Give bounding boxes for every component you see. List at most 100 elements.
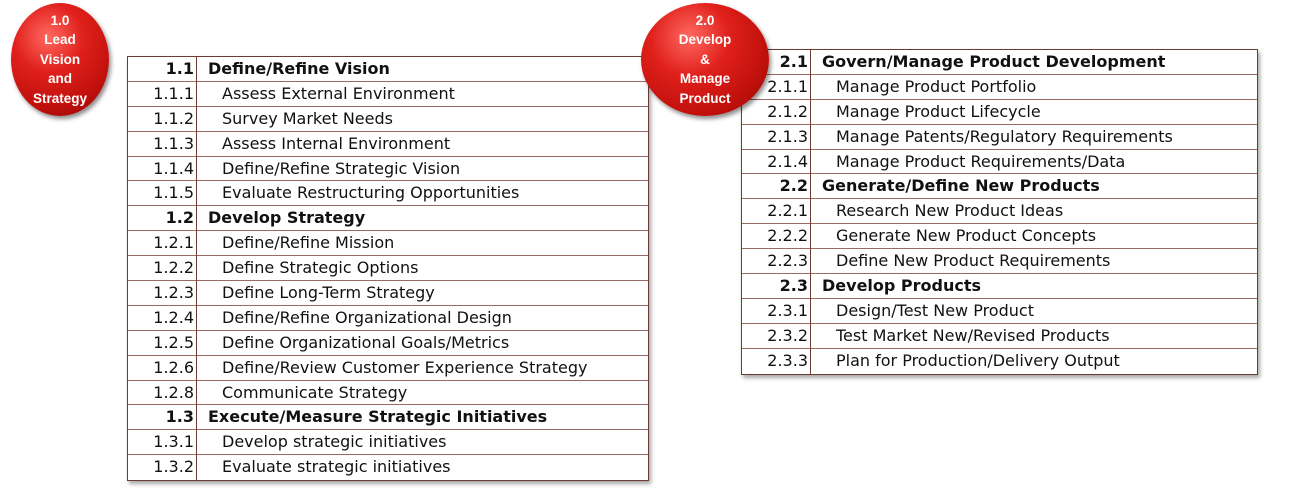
table-row: 2.1.3 Manage Patents/Regulatory Requireme… xyxy=(742,124,1257,150)
column-divider xyxy=(196,206,197,232)
row-label: Define/Review Customer Experience Strate… xyxy=(222,357,588,377)
table-row: 2.2.3 Define New Product Requirements xyxy=(742,249,1257,275)
column-divider xyxy=(196,455,197,482)
row-number: 1.1.2 xyxy=(153,108,194,128)
row-label: Assess External Environment xyxy=(222,83,455,103)
row-number: 1.1 xyxy=(165,59,194,78)
column-divider xyxy=(810,124,811,150)
row-label: Manage Patents/Regulatory Requirements xyxy=(836,126,1173,146)
row-label: Define/Refine Organizational Design xyxy=(222,307,512,327)
section-header-row: 2.1 Govern/Manage Product Development xyxy=(742,50,1257,75)
row-label: Evaluate strategic initiatives xyxy=(222,457,451,477)
row-label: Define/Refine Vision xyxy=(208,59,390,78)
row-label: Define/Refine Mission xyxy=(222,233,395,253)
column-divider xyxy=(196,256,197,282)
row-number: 2.3.1 xyxy=(767,300,808,320)
section-header-row: 1.3 Execute/Measure Strategic Initiatives xyxy=(128,405,648,431)
table-row: 1.1.2 Survey Market Needs xyxy=(128,106,648,132)
row-label: Generate/Define New Products xyxy=(822,176,1100,196)
column-divider xyxy=(196,156,197,182)
section-header-row: 1.1 Define/Refine Vision xyxy=(128,57,648,82)
row-number: 1.1.5 xyxy=(153,183,194,203)
column-divider xyxy=(196,355,197,381)
table-row: 2.1.4 Manage Product Requirements/Data xyxy=(742,149,1257,175)
row-label: Test Market New/Revised Products xyxy=(836,325,1110,345)
row-number: 2.1.2 xyxy=(767,101,808,121)
row-label: Manage Product Lifecycle xyxy=(836,101,1041,121)
column-divider xyxy=(810,348,811,375)
column-divider xyxy=(196,57,197,82)
badge-line: Develop xyxy=(678,32,732,48)
column-divider xyxy=(196,181,197,207)
column-divider xyxy=(810,99,811,125)
row-number: 2.1.4 xyxy=(767,151,808,171)
column-divider xyxy=(196,405,197,431)
column-divider xyxy=(810,149,811,175)
badge-line: 2.0 xyxy=(695,12,715,28)
column-divider xyxy=(810,323,811,349)
badge-line: & xyxy=(700,51,710,67)
row-label: Define Long-Term Strategy xyxy=(222,283,435,303)
table-row: 2.2.2 Generate New Product Concepts xyxy=(742,224,1257,250)
table-row: 1.1.5 Evaluate Restructuring Opportunitie… xyxy=(128,181,648,207)
row-number: 1.2.6 xyxy=(153,357,194,377)
row-label: Design/Test New Product xyxy=(836,300,1034,320)
row-label: Survey Market Needs xyxy=(222,108,393,128)
column-divider xyxy=(810,199,811,225)
section-header-row: 2.2 Generate/Define New Products xyxy=(742,174,1257,200)
column-divider xyxy=(196,380,197,406)
row-number: 1.2.1 xyxy=(153,233,194,253)
column-divider xyxy=(196,305,197,331)
row-label: Generate New Product Concepts xyxy=(836,226,1097,246)
row-number: 2.1 xyxy=(779,52,808,71)
row-number: 1.1.1 xyxy=(153,83,194,103)
table-row: 1.1.4 Define/Refine Strategic Vision xyxy=(128,156,648,182)
badge-line: Vision xyxy=(39,51,81,67)
row-label: Evaluate Restructuring Opportunities xyxy=(222,183,520,203)
table-row: 2.2.1 Research New Product Ideas xyxy=(742,199,1257,225)
table-row: 1.2.8 Communicate Strategy xyxy=(128,380,648,406)
row-number: 2.3 xyxy=(779,276,808,296)
column-divider xyxy=(196,430,197,456)
row-label: Develop Products xyxy=(822,276,982,296)
row-number: 1.2 xyxy=(165,208,194,228)
row-number: 1.1.3 xyxy=(153,133,194,153)
process-table-2: 2.1 Govern/Manage Product Development 2.1.… xyxy=(741,49,1258,375)
process-table-1: 1.1 Define/Refine Vision 1.1.1 Assess Exter… xyxy=(127,56,649,482)
table-row: 1.2.1 Define/Refine Mission xyxy=(128,231,648,257)
row-number: 2.3.3 xyxy=(767,350,808,370)
table-row: 2.3.1 Design/Test New Product xyxy=(742,298,1257,324)
row-label: Research New Product Ideas xyxy=(836,201,1064,221)
row-number: 1.3.1 xyxy=(153,432,194,452)
column-divider xyxy=(196,106,197,132)
row-number: 1.2.5 xyxy=(153,332,194,352)
badge-line: Product xyxy=(679,90,731,106)
row-number: 1.2.8 xyxy=(153,382,194,402)
badge-line: 1.0 xyxy=(50,12,70,28)
row-label: Govern/Manage Product Development xyxy=(822,52,1166,71)
column-divider xyxy=(196,131,197,157)
row-number: 1.1.4 xyxy=(153,158,194,178)
column-divider xyxy=(810,74,811,100)
table-row: 1.2.3 Define Long-Term Strategy xyxy=(128,281,648,306)
row-number: 2.2.2 xyxy=(767,226,808,246)
row-number: 1.3.2 xyxy=(153,457,194,477)
badge-line: and xyxy=(47,71,72,87)
column-divider xyxy=(810,249,811,275)
badge-line: Manage xyxy=(679,71,731,87)
row-number: 2.2.3 xyxy=(767,251,808,271)
row-label: Assess Internal Environment xyxy=(222,133,451,153)
column-divider xyxy=(810,274,811,299)
column-divider xyxy=(196,330,197,356)
table-row: 1.2.5 Define Organizational Goals/Metrics xyxy=(128,330,648,356)
row-number: 2.2 xyxy=(779,176,808,196)
row-label: Define Strategic Options xyxy=(222,258,419,278)
column-divider xyxy=(810,224,811,250)
table-row: 1.2.6 Define/Review Customer Experience S… xyxy=(128,355,648,381)
column-divider xyxy=(196,281,197,306)
row-number: 1.2.2 xyxy=(153,258,194,278)
row-label: Execute/Measure Strategic Initiatives xyxy=(208,407,548,427)
table-row: 2.3.3 Plan for Production/Delivery Output xyxy=(742,348,1257,375)
section-badge-1: 1.0 Lead Vision and Strategy xyxy=(11,3,109,116)
column-divider xyxy=(196,231,197,257)
